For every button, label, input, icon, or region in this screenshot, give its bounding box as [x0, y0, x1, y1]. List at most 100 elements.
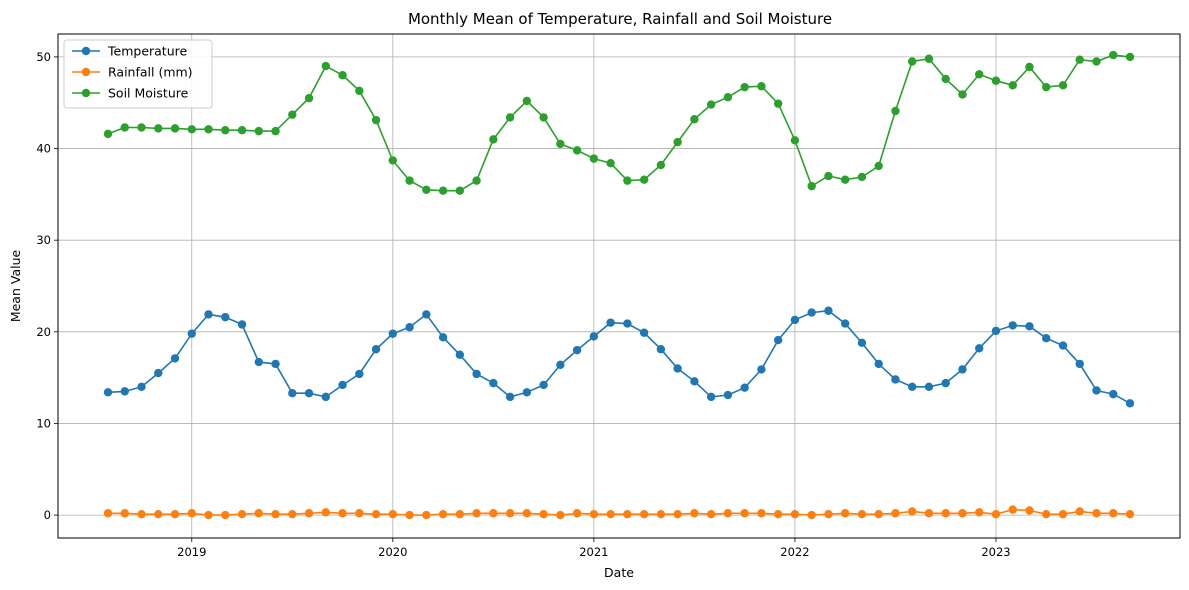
data-point — [556, 510, 565, 520]
legend-label: Soil Moisture — [108, 86, 189, 101]
data-point — [840, 319, 850, 328]
data-point — [991, 76, 1001, 85]
x-tick-label: 2022 — [780, 545, 809, 559]
data-point — [254, 357, 263, 367]
data-point — [958, 90, 967, 99]
grid — [58, 34, 1180, 538]
data-point — [656, 160, 666, 170]
data-point — [204, 510, 213, 520]
data-point — [840, 509, 850, 518]
data-point — [371, 345, 381, 354]
data-point — [237, 320, 247, 329]
y-tick-label: 50 — [36, 50, 51, 64]
data-point — [891, 509, 900, 518]
data-point — [170, 509, 180, 519]
data-point — [840, 175, 850, 184]
data-point — [790, 509, 800, 519]
data-point — [1058, 341, 1068, 350]
data-point — [304, 509, 314, 518]
data-point — [606, 159, 615, 168]
data-point — [237, 126, 247, 135]
data-point — [1008, 321, 1017, 330]
data-point — [539, 509, 548, 519]
y-tick-label: 10 — [36, 416, 51, 430]
data-point — [472, 509, 481, 518]
data-point — [388, 509, 398, 519]
data-point — [1109, 50, 1118, 60]
legend-box — [63, 39, 213, 109]
data-point — [271, 509, 280, 519]
data-point — [371, 115, 381, 125]
data-point — [924, 382, 934, 391]
data-point — [1092, 386, 1101, 395]
data-point — [656, 345, 666, 354]
data-point — [405, 323, 414, 332]
data-point — [790, 315, 800, 325]
x-tick-label: 2023 — [981, 545, 1010, 559]
data-point — [572, 509, 582, 518]
data-point — [355, 369, 364, 379]
data-point — [975, 70, 984, 79]
data-point — [1075, 359, 1084, 369]
data-point — [1025, 506, 1034, 515]
data-point — [137, 382, 146, 391]
data-point — [271, 126, 280, 136]
data-point — [807, 308, 816, 317]
data-point — [740, 82, 749, 92]
data-point — [857, 338, 867, 348]
data-point — [505, 392, 515, 402]
data-point — [606, 509, 615, 519]
data-point — [338, 380, 347, 390]
data-point — [388, 329, 398, 338]
data-point — [1058, 81, 1068, 90]
data-point — [1109, 389, 1118, 399]
data-point — [740, 509, 749, 518]
data-point — [572, 146, 582, 155]
data-point — [857, 172, 867, 182]
data-point — [706, 509, 716, 519]
data-point — [438, 509, 448, 519]
data-point — [556, 360, 565, 370]
data-point — [170, 354, 180, 363]
data-point — [288, 110, 297, 119]
data-point — [422, 185, 431, 194]
data-point — [757, 509, 766, 518]
data-point — [254, 126, 263, 136]
legend-item: Rainfall (mm) — [72, 65, 193, 80]
data-point — [1042, 82, 1051, 92]
data-point — [757, 365, 766, 374]
y-tick-label: 40 — [36, 142, 51, 156]
data-point — [271, 359, 280, 369]
data-point — [857, 509, 867, 519]
data-point — [975, 344, 984, 353]
data-point — [941, 378, 950, 388]
data-point — [371, 509, 381, 519]
data-point — [623, 509, 632, 519]
legend-swatch-marker — [81, 67, 91, 77]
data-point — [103, 129, 113, 139]
series-layer — [103, 50, 1135, 520]
data-point — [355, 86, 364, 96]
data-point — [1075, 55, 1084, 64]
data-point — [187, 329, 196, 338]
data-point — [1008, 81, 1017, 90]
data-point — [1125, 52, 1135, 62]
data-point — [539, 380, 548, 390]
data-point — [288, 509, 297, 519]
series-0 — [103, 306, 1135, 408]
data-point — [204, 125, 213, 134]
y-tick-label: 20 — [36, 325, 51, 339]
data-point — [874, 161, 883, 171]
data-point — [438, 186, 448, 195]
data-point — [1042, 509, 1051, 519]
legend-label: Temperature — [107, 44, 187, 59]
data-point — [673, 137, 682, 147]
data-point — [455, 509, 465, 519]
data-point — [154, 368, 163, 378]
legend: Temperature Rainfall (mm) Soil Moisture — [63, 39, 213, 109]
legend-item: Soil Moisture — [72, 86, 189, 101]
data-point — [589, 332, 599, 341]
data-point — [723, 93, 733, 102]
data-point — [1025, 62, 1034, 72]
data-point — [455, 186, 465, 195]
